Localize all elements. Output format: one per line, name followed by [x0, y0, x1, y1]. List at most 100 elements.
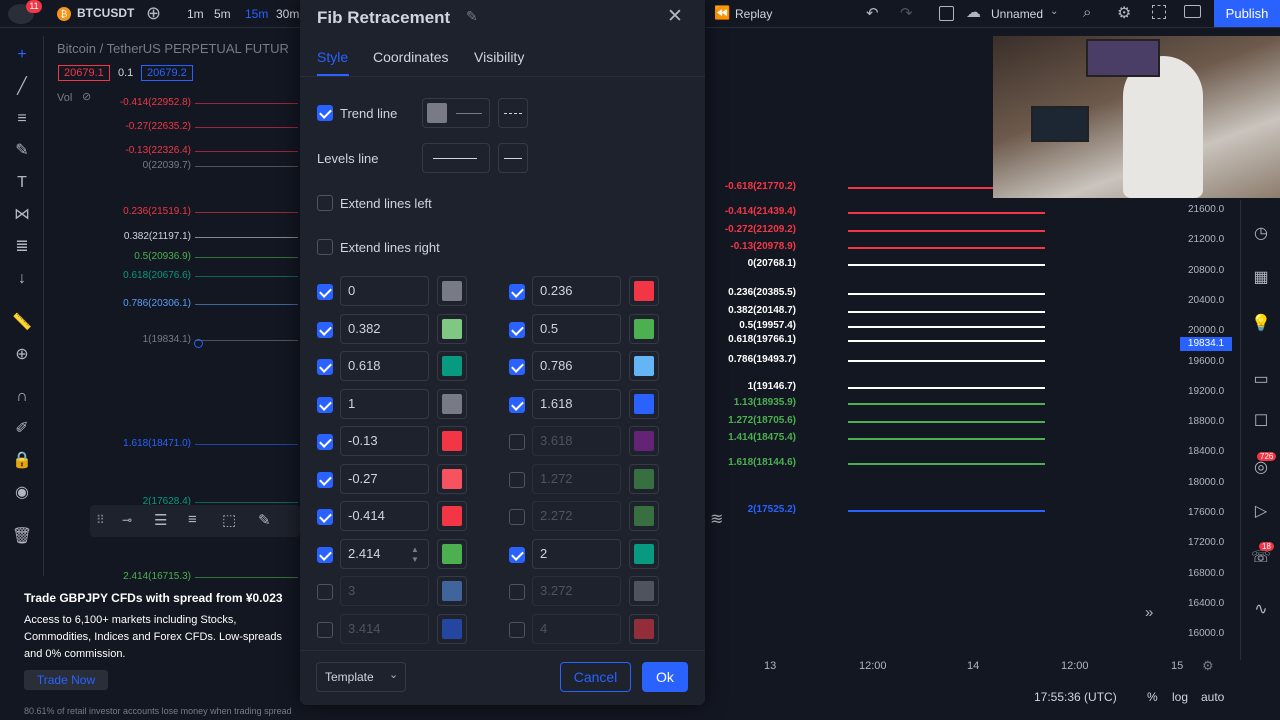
- level-checkbox[interactable]: [317, 584, 333, 600]
- percent-toggle[interactable]: %: [1147, 690, 1158, 704]
- level-color-swatch[interactable]: [629, 388, 659, 419]
- tab-coordinates[interactable]: Coordinates: [373, 49, 449, 65]
- pulse-icon[interactable]: ∿: [1254, 601, 1268, 618]
- clock-icon[interactable]: ◷: [1254, 225, 1268, 242]
- level-value-input[interactable]: -0.414: [340, 501, 429, 531]
- settings-lines-icon[interactable]: ≋: [710, 511, 724, 528]
- level-value-input[interactable]: 2: [532, 538, 621, 569]
- cancel-button[interactable]: Cancel: [560, 662, 631, 692]
- level-checkbox[interactable]: [317, 509, 333, 525]
- levels-line-width[interactable]: [422, 143, 490, 173]
- play-icon[interactable]: ▷: [1254, 503, 1268, 520]
- level-color-swatch[interactable]: [629, 576, 659, 606]
- level-checkbox[interactable]: [317, 284, 333, 300]
- level-color-swatch[interactable]: [437, 276, 467, 306]
- level-color-swatch[interactable]: [437, 351, 467, 381]
- undo-icon[interactable]: ↶: [866, 5, 879, 22]
- level-color-swatch[interactable]: [629, 613, 659, 644]
- level-checkbox[interactable]: [509, 434, 525, 450]
- rectangle-icon[interactable]: ⬚: [222, 512, 237, 529]
- drag-handle-icon[interactable]: ⠿: [96, 513, 105, 527]
- level-value-input[interactable]: 0.236: [532, 276, 621, 306]
- fullscreen-icon[interactable]: [1152, 5, 1166, 19]
- level-checkbox[interactable]: [509, 621, 525, 638]
- level-color-swatch[interactable]: [629, 538, 659, 569]
- notification-icon[interactable]: ☏: [1250, 549, 1271, 566]
- scroll-right-icon[interactable]: »: [1145, 604, 1154, 621]
- fib-tool-icon[interactable]: ≡: [17, 110, 27, 127]
- ruler-icon[interactable]: 📏: [12, 314, 32, 331]
- gear-icon[interactable]: ⚙: [1117, 5, 1132, 22]
- chat-icon[interactable]: ▭: [1253, 371, 1269, 388]
- level-color-swatch[interactable]: [629, 501, 659, 531]
- arrow-down-icon[interactable]: ↓: [18, 270, 26, 287]
- pattern-icon[interactable]: ⋈: [14, 206, 30, 223]
- chevron-down-icon[interactable]: ⌄: [1050, 6, 1059, 17]
- trend-line-width[interactable]: [450, 98, 490, 128]
- level-checkbox[interactable]: [317, 621, 333, 638]
- bid-price[interactable]: 20679.1: [58, 65, 110, 81]
- level-checkbox[interactable]: [509, 471, 525, 488]
- ok-button[interactable]: Ok: [642, 662, 688, 692]
- level-checkbox[interactable]: [509, 509, 525, 525]
- level-color-swatch[interactable]: [437, 463, 467, 494]
- timeframe-5m[interactable]: 5m: [214, 7, 231, 21]
- level-value-input[interactable]: -0.13: [340, 426, 429, 456]
- fib-levels-icon[interactable]: ≡: [188, 511, 197, 528]
- level-value-input[interactable]: 1.272: [532, 463, 621, 494]
- trash-icon[interactable]: 🗑: [11, 528, 33, 545]
- clock-readout[interactable]: 17:55:36 (UTC): [1034, 690, 1117, 704]
- level-checkbox[interactable]: [509, 284, 525, 300]
- level-checkbox[interactable]: [317, 434, 333, 450]
- auto-toggle[interactable]: auto: [1201, 690, 1225, 704]
- eye-off-icon[interactable]: ⊘: [82, 91, 92, 103]
- search-icon[interactable]: ⌕: [1083, 4, 1092, 21]
- idea-icon[interactable]: 💡: [1251, 315, 1271, 332]
- level-value-input[interactable]: 1: [340, 388, 429, 419]
- level-checkbox[interactable]: [509, 321, 525, 338]
- level-color-swatch[interactable]: [629, 313, 659, 344]
- level-color-swatch[interactable]: [437, 576, 467, 606]
- trend-line-checkbox[interactable]: [317, 105, 333, 121]
- level-color-swatch[interactable]: [437, 501, 467, 531]
- replay-button[interactable]: Replay: [735, 7, 773, 21]
- lock-drawing-icon[interactable]: ✐: [15, 420, 29, 437]
- trendline-icon[interactable]: ╱: [17, 78, 27, 95]
- stepper-icon[interactable]: ▲ ▼: [411, 545, 419, 564]
- extend-left-checkbox[interactable]: [317, 195, 333, 211]
- level-value-input[interactable]: 0.5: [532, 313, 621, 344]
- level-value-input[interactable]: 1.618: [532, 388, 621, 419]
- tab-style[interactable]: Style: [317, 49, 349, 65]
- log-toggle[interactable]: log: [1172, 690, 1189, 704]
- level-color-swatch[interactable]: [437, 538, 467, 569]
- level-value-input[interactable]: 2.272: [532, 501, 621, 531]
- level-value-input[interactable]: 3.414: [340, 613, 429, 644]
- level-color-swatch[interactable]: [437, 388, 467, 419]
- level-value-input[interactable]: 2.414: [340, 538, 429, 569]
- lock-icon[interactable]: 🔒: [12, 452, 32, 469]
- tab-visibility[interactable]: Visibility: [474, 49, 525, 65]
- level-value-input[interactable]: 4: [532, 613, 621, 644]
- magnet-icon[interactable]: ∩: [16, 388, 28, 405]
- camera-icon[interactable]: [1184, 5, 1201, 18]
- level-checkbox[interactable]: [317, 471, 333, 488]
- calendar-icon[interactable]: ▦: [1253, 269, 1269, 286]
- timeframe-30m[interactable]: 30m: [276, 7, 300, 21]
- brush-icon[interactable]: ✎: [15, 142, 29, 159]
- ad-cta-button[interactable]: Trade Now: [24, 670, 108, 690]
- layout-icon[interactable]: [939, 6, 954, 21]
- levels-line-style[interactable]: [498, 143, 528, 173]
- template-dropdown[interactable]: Template ⌄: [316, 662, 406, 692]
- level-value-input[interactable]: 0.382: [340, 313, 429, 344]
- level-checkbox[interactable]: [509, 359, 525, 375]
- crosshair-icon[interactable]: +: [17, 46, 27, 63]
- level-value-input[interactable]: 0.786: [532, 351, 621, 381]
- level-value-input[interactable]: 0: [340, 276, 429, 306]
- price-axis[interactable]: 21600.0 21200.0 20800.0 20400.0 20000.0 19600…: [1180, 200, 1240, 650]
- level-checkbox[interactable]: [317, 396, 333, 413]
- close-icon[interactable]: ✕: [667, 6, 683, 27]
- axis-settings-icon[interactable]: ⚙: [1202, 658, 1214, 673]
- layout-name-button[interactable]: Unnamed: [991, 7, 1044, 21]
- level-value-input[interactable]: 3.272: [532, 576, 621, 606]
- level-checkbox[interactable]: [317, 359, 333, 375]
